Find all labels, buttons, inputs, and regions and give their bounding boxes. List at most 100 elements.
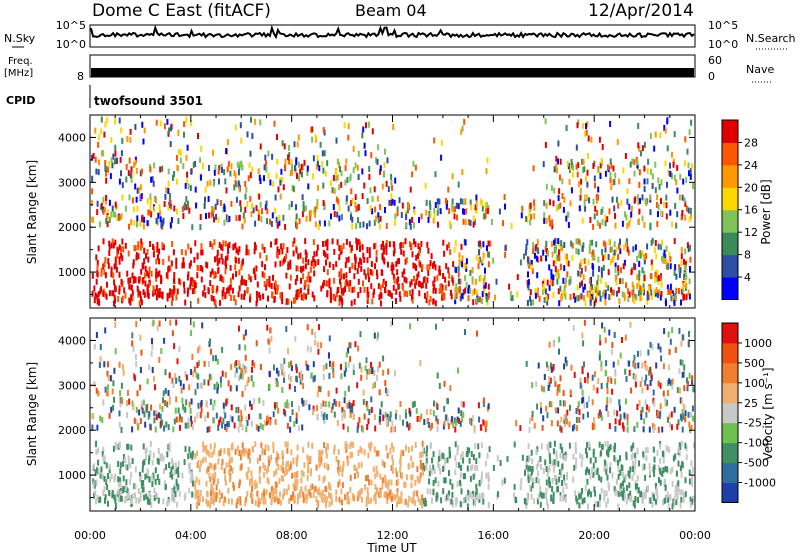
power-echo (197, 265, 200, 272)
velocity-echo (131, 400, 134, 407)
power-echo (146, 284, 149, 291)
power-echo (153, 206, 156, 213)
power-echo (234, 242, 237, 249)
velocity-echo (456, 480, 459, 487)
velocity-echo (337, 448, 340, 455)
power-echo (449, 289, 452, 296)
power-echo (281, 259, 284, 266)
power-echo (571, 254, 574, 261)
power-echo (462, 208, 464, 215)
velocity-echo (456, 449, 459, 456)
power-echo (598, 265, 600, 272)
power-echo (104, 160, 107, 166)
power-echo (572, 293, 575, 299)
velocity-echo (561, 480, 563, 486)
velocity-echo (229, 475, 232, 482)
velocity-echo (413, 400, 416, 407)
power-echo (612, 165, 615, 172)
power-echo (129, 136, 132, 143)
power-echo (258, 292, 261, 298)
velocity-echo (613, 455, 616, 462)
power-echo (521, 205, 524, 212)
power-ytick-label: 1000 (58, 266, 86, 279)
power-echo (335, 137, 338, 144)
power-echo (128, 297, 131, 304)
power-echo (347, 205, 350, 212)
velocity-echo (653, 400, 656, 407)
velocity-echo (443, 420, 446, 427)
power-echo (673, 131, 676, 138)
power-echo (183, 121, 186, 128)
velocity-echo (295, 484, 298, 491)
power-echo (683, 274, 686, 280)
power-echo (305, 293, 307, 300)
velocity-echo (200, 382, 203, 389)
velocity-echo (557, 460, 560, 467)
power-echo (114, 144, 117, 151)
velocity-echo (474, 442, 477, 449)
power-echo (590, 284, 593, 291)
velocity-echo (172, 382, 175, 388)
velocity-echo (677, 460, 680, 467)
velocity-echo (164, 400, 167, 406)
power-echo (680, 260, 683, 266)
power-echo (156, 219, 159, 226)
power-echo (459, 278, 462, 285)
velocity-echo (553, 474, 556, 481)
power-echo (112, 211, 115, 218)
power-echo (169, 193, 171, 200)
power-echo (610, 287, 612, 294)
power-echo (657, 275, 660, 281)
velocity-echo (302, 446, 305, 453)
power-echo (302, 201, 305, 208)
velocity-echo (219, 416, 222, 423)
velocity-echo (98, 497, 101, 503)
power-echo (107, 262, 110, 269)
velocity-echo (334, 400, 337, 407)
power-echo (399, 295, 402, 302)
velocity-echo (451, 491, 454, 498)
power-echo (171, 174, 174, 181)
power-echo (134, 277, 137, 283)
velocity-echo (387, 479, 390, 486)
velocity-echo (261, 492, 264, 499)
power-echo (657, 204, 660, 210)
velocity-echo (108, 412, 111, 419)
velocity-echo (579, 382, 582, 389)
velocity-echo (176, 482, 178, 489)
power-echo (100, 267, 103, 274)
velocity-echo (385, 417, 388, 424)
velocity-echo (641, 362, 644, 369)
power-echo (287, 298, 290, 305)
power-echo (184, 299, 187, 306)
power-echo (254, 220, 257, 227)
velocity-echo (189, 452, 192, 459)
velocity-echo (102, 490, 105, 496)
velocity-echo (314, 339, 317, 346)
power-echo (555, 257, 558, 264)
power-echo (251, 133, 254, 139)
velocity-echo (254, 483, 257, 490)
velocity-colorbar-segment (722, 462, 738, 484)
power-echo (558, 255, 561, 262)
velocity-echo (691, 473, 693, 480)
power-ylabel: Slant Range [km] (25, 160, 39, 264)
power-echo (336, 239, 339, 246)
velocity-echo (380, 401, 383, 408)
power-echo (186, 144, 189, 151)
velocity-echo (668, 378, 671, 385)
velocity-echo (643, 463, 646, 470)
power-echo (486, 245, 488, 252)
velocity-echo (606, 396, 609, 403)
velocity-echo (275, 488, 278, 495)
power-echo (264, 204, 267, 211)
power-echo (227, 160, 230, 167)
velocity-echo (323, 442, 326, 449)
velocity-echo (149, 494, 152, 501)
velocity-echo (379, 473, 382, 480)
velocity-echo (280, 465, 283, 471)
velocity-echo (446, 494, 448, 501)
velocity-echo (267, 445, 270, 452)
velocity-echo (355, 467, 358, 474)
power-echo (235, 271, 238, 277)
